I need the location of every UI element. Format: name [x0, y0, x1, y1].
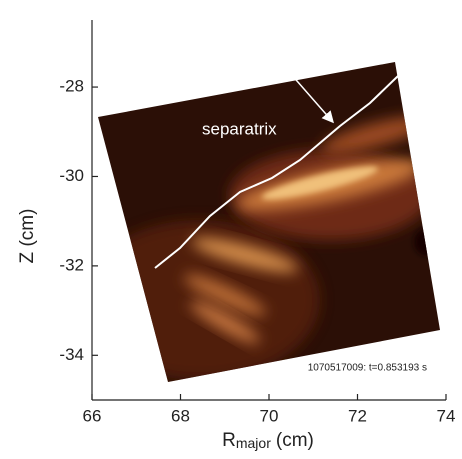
y-axis-label: Z (cm): [17, 209, 38, 264]
y-tick-label: -34: [59, 345, 84, 364]
separatrix-line: [154, 75, 399, 269]
arrow: [289, 72, 334, 124]
x-tick-label: 74: [437, 406, 456, 425]
y-tick-label: -30: [59, 166, 84, 185]
annotation: separatrix: [202, 119, 277, 138]
x-tick-label: 70: [260, 406, 279, 425]
x-tick-label: 66: [83, 406, 102, 425]
x-axis-label: Rmajor (cm): [222, 430, 314, 451]
x-label-sub: major: [236, 435, 271, 451]
y-tick-label: -28: [59, 77, 84, 96]
x-tick-label: 72: [348, 406, 367, 425]
x-label-unit: (cm): [276, 430, 314, 451]
camera-image: [98, 62, 440, 382]
annotation: 1070517009: t=0.853193 s: [308, 363, 427, 374]
y-tick-label: -32: [59, 255, 84, 274]
x-label-main: R: [222, 430, 236, 451]
x-tick-label: 68: [171, 406, 190, 425]
